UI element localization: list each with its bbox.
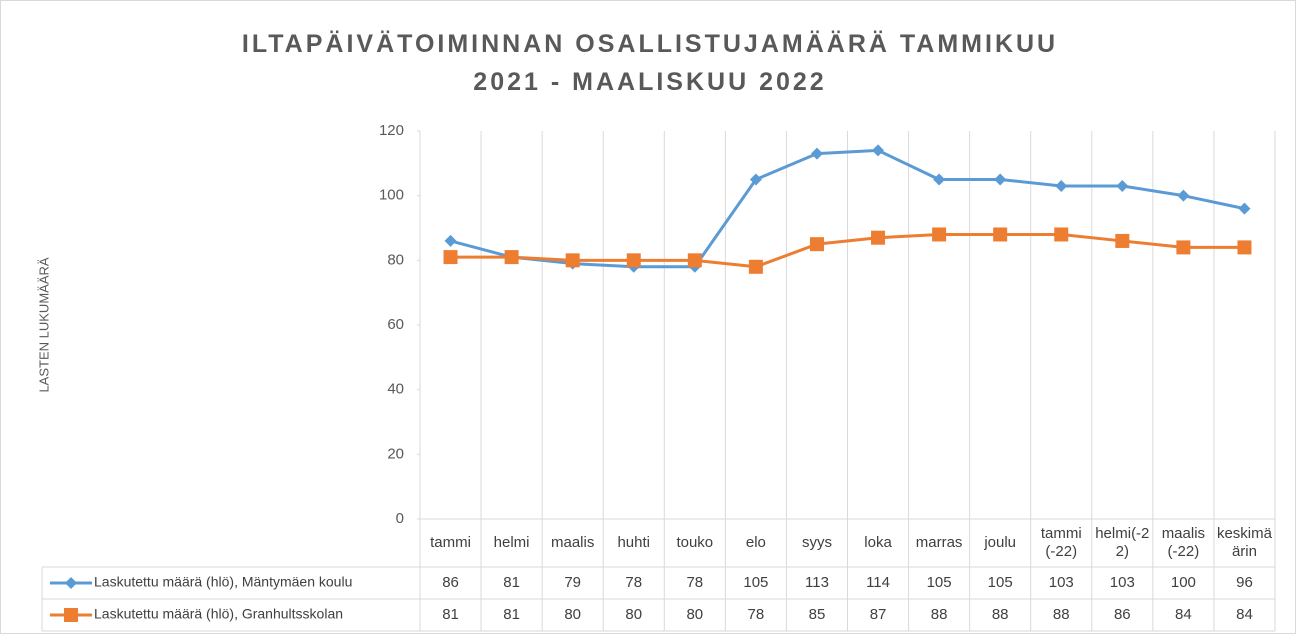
table-value: 78 [748, 606, 765, 623]
table-value: 84 [1236, 606, 1253, 623]
category-cell: helmi(-22) [1095, 525, 1150, 560]
table-value: 81 [442, 606, 459, 623]
table-value: 80 [625, 606, 642, 623]
marker [1115, 233, 1130, 248]
x-tick-label: keskimäärin [1216, 525, 1272, 560]
marker [872, 144, 885, 157]
category-cell: huhti [617, 534, 650, 551]
category-cell: keskimäärin [1216, 525, 1272, 560]
category-cell: elo [745, 534, 766, 551]
table-value: 85 [809, 606, 826, 623]
table-value: 81 [503, 574, 520, 591]
y-tick-label: 60 [387, 316, 404, 333]
marker [933, 173, 946, 186]
x-tick-label: maalis (-22) [1161, 525, 1206, 560]
table-value: 105 [988, 574, 1013, 591]
x-tick-label: tammi [430, 534, 471, 551]
table-value: 100 [1171, 574, 1196, 591]
x-tick-label: maalis [550, 534, 595, 551]
y-tick-label: 120 [379, 122, 404, 139]
marker [444, 234, 457, 247]
category-cell: touko [676, 534, 714, 551]
category-cell: maalis [550, 534, 595, 551]
legend-label: Laskutettu määrä (hlö), Mäntymäen koulu [94, 574, 352, 590]
series-line [450, 232, 1245, 269]
category-cell: joulu [984, 534, 1017, 551]
chart-title: ILTAPÄIVÄTOIMINNAN OSALLISTUJAMÄÄRÄ TAMM… [241, 30, 1059, 96]
y-tick-label: 40 [387, 381, 404, 398]
marker [748, 259, 763, 274]
category-cell: helmi [493, 534, 530, 551]
series [443, 227, 1252, 274]
table-value: 84 [1175, 606, 1192, 623]
table-value: 113 [805, 574, 829, 591]
category-cell: loka [864, 534, 892, 551]
x-tick-label: elo [745, 534, 766, 551]
table-value: 86 [1114, 606, 1131, 623]
category-cell: tammi (-22) [1040, 525, 1082, 560]
x-tick-label: helmi [493, 534, 530, 551]
marker [443, 250, 458, 265]
category-cell: maalis (-22) [1161, 525, 1206, 560]
x-tick-label: touko [676, 534, 714, 551]
marker [810, 147, 823, 160]
marker [932, 227, 947, 242]
x-tick-label: loka [864, 534, 892, 551]
x-tick-label: helmi(-22) [1095, 525, 1150, 560]
table-value: 86 [442, 574, 459, 591]
legend-marker [65, 577, 77, 589]
x-tick-label: tammi (-22) [1040, 525, 1082, 560]
table-value: 114 [866, 574, 890, 591]
marker [871, 230, 886, 245]
y-tick-label: 80 [387, 251, 404, 268]
table-value: 78 [625, 574, 642, 591]
marker [993, 227, 1008, 242]
category-cell: syys [801, 534, 832, 551]
y-tick-label: 0 [396, 510, 404, 527]
marker [994, 173, 1007, 186]
table-value: 79 [564, 574, 581, 591]
marker [504, 250, 519, 265]
table-value: 103 [1049, 574, 1074, 591]
legend-marker [64, 608, 78, 622]
table-value: 88 [1053, 606, 1070, 623]
marker [565, 253, 580, 268]
marker [809, 237, 824, 252]
series-line [450, 148, 1245, 269]
table-value: 78 [686, 574, 703, 591]
marker [1116, 179, 1129, 192]
table-value: 103 [1110, 574, 1135, 591]
y-tick-label: 20 [387, 445, 404, 462]
x-tick-label: marras [915, 534, 963, 551]
table-value: 80 [564, 606, 581, 623]
table-value: 88 [992, 606, 1009, 623]
category-cell: tammi [430, 534, 471, 551]
table-value: 105 [927, 574, 952, 591]
legend-label: Laskutettu määrä (hlö), Granhultsskolan [94, 606, 343, 622]
marker [1054, 227, 1069, 242]
table-value: 80 [686, 606, 703, 623]
marker [687, 253, 702, 268]
table-value: 105 [743, 574, 768, 591]
marker [626, 253, 641, 268]
y-tick-label: 100 [379, 187, 404, 204]
table-value: 96 [1236, 574, 1253, 591]
title-box: ILTAPÄIVÄTOIMINNAN OSALLISTUJAMÄÄRÄ TAMM… [241, 30, 1059, 96]
y-axis-label: LASTEN LUKUMÄÄRÄ [36, 257, 51, 392]
table-value: 81 [503, 606, 520, 623]
x-tick-label: joulu [984, 534, 1017, 551]
marker [1177, 189, 1190, 202]
x-tick-label: syys [801, 534, 832, 551]
marker [749, 173, 762, 186]
table-value: 88 [931, 606, 948, 623]
table-value: 87 [870, 606, 887, 623]
marker [1055, 179, 1068, 192]
x-tick-label: huhti [617, 534, 650, 551]
marker [1176, 240, 1191, 255]
marker [1237, 240, 1252, 255]
category-cell: marras [915, 534, 963, 551]
marker [1238, 202, 1251, 215]
